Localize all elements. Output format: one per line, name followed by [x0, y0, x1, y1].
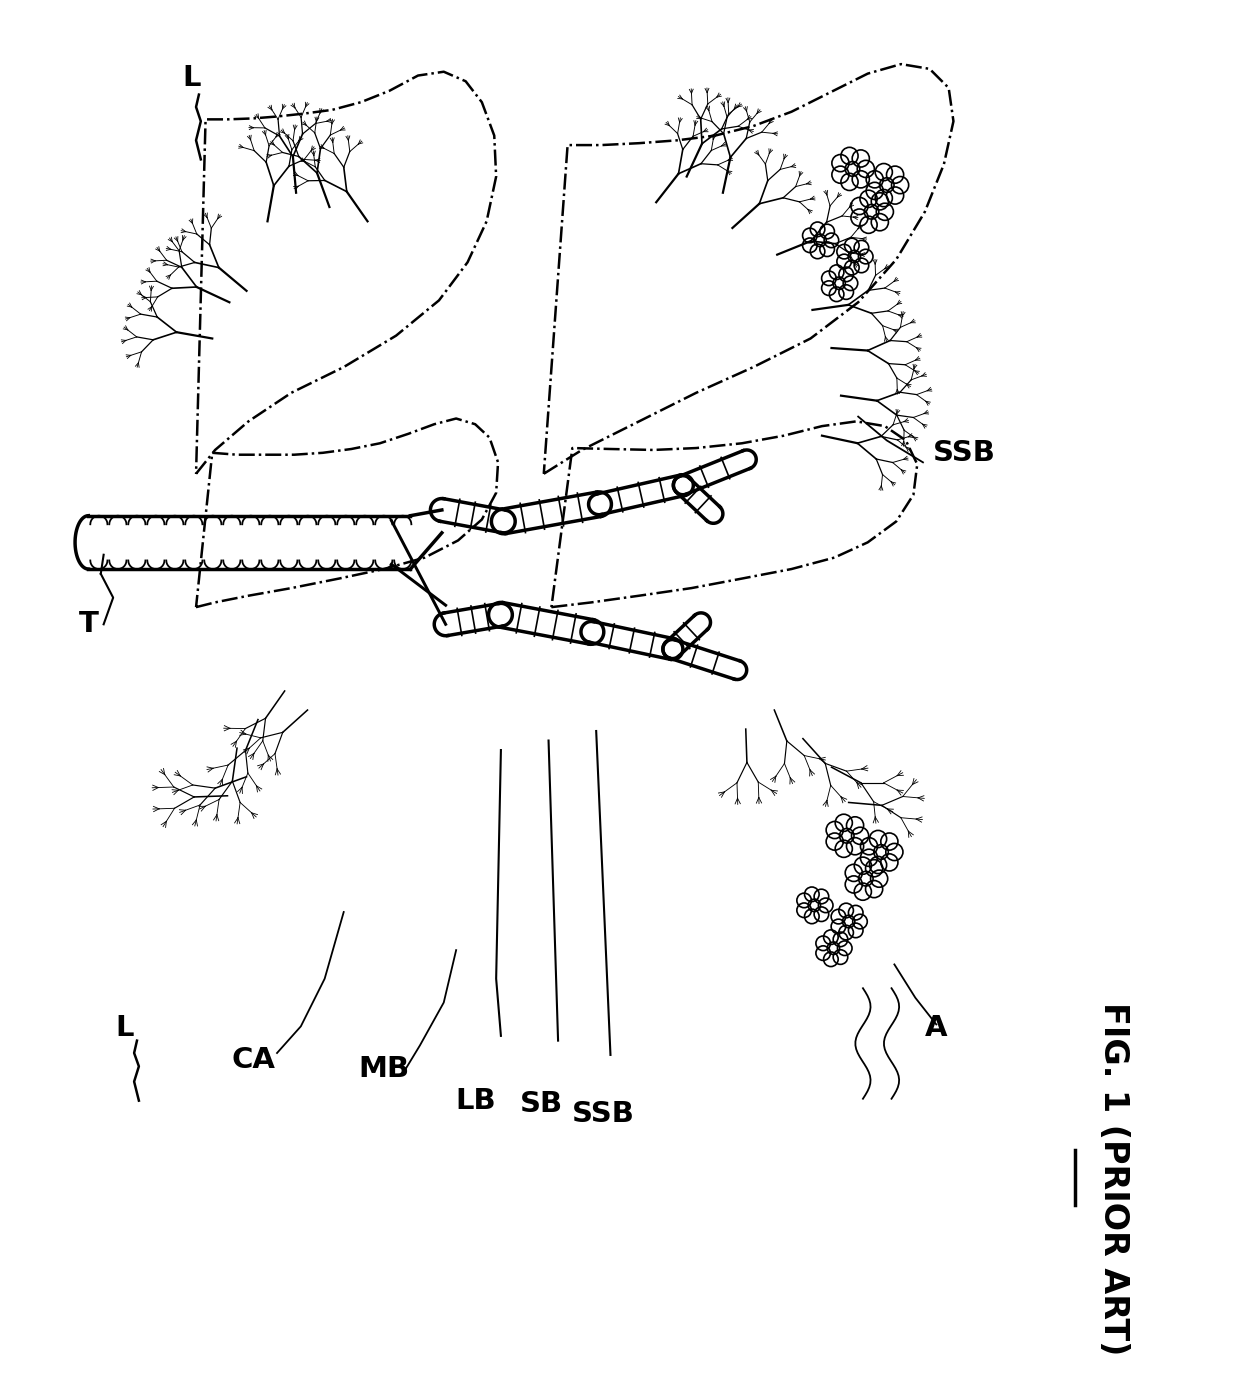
Text: L: L: [115, 1015, 134, 1043]
Text: FIG. 1 (PRIOR ART): FIG. 1 (PRIOR ART): [1097, 1002, 1130, 1356]
Text: SSB: SSB: [572, 1100, 635, 1128]
Text: SSB: SSB: [932, 438, 996, 466]
Text: T: T: [78, 610, 98, 639]
Text: A: A: [925, 1015, 947, 1043]
Text: LB: LB: [455, 1087, 496, 1115]
Text: MB: MB: [358, 1055, 409, 1083]
Text: SB: SB: [521, 1090, 563, 1118]
Text: CA: CA: [232, 1045, 275, 1073]
Text: L: L: [182, 64, 201, 92]
